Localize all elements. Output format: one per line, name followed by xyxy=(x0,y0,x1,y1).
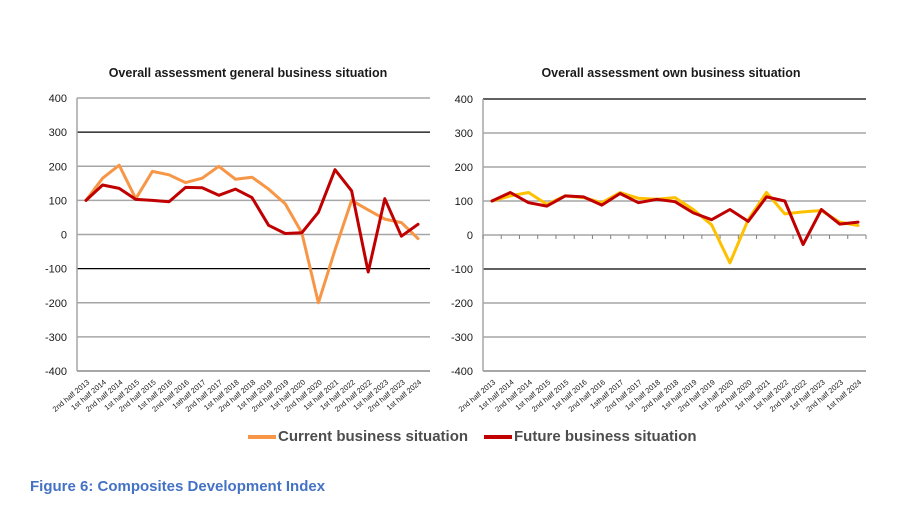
y-tick-label: 400 xyxy=(455,94,473,106)
charts-canvas: Overall assessment general business situ… xyxy=(45,66,867,414)
legend-label-current: Current business situation xyxy=(278,428,469,445)
y-tick-label: -200 xyxy=(451,298,473,310)
legend-label-future: Future business situation xyxy=(514,428,697,445)
series-line-future xyxy=(84,168,420,274)
y-tick-label: 400 xyxy=(49,93,67,105)
y-tick-label: 200 xyxy=(455,162,473,174)
y-tick-label: -400 xyxy=(45,366,67,378)
figure-caption: Figure 6: Composites Development Index xyxy=(30,478,326,495)
y-tick-label: -100 xyxy=(451,264,473,276)
y-tick-label: -300 xyxy=(45,332,67,344)
chart-2: Overall assessment own business situatio… xyxy=(451,66,867,414)
y-tick-label: 100 xyxy=(49,195,67,207)
y-tick-label: -100 xyxy=(45,264,67,276)
legend-item-future: Future business situation xyxy=(484,428,697,445)
legend-swatch-future xyxy=(484,434,512,439)
y-tick-label: -300 xyxy=(451,332,473,344)
legend-swatch-current xyxy=(248,434,276,439)
y-tick-label: 100 xyxy=(455,196,473,208)
y-tick-label: 300 xyxy=(455,128,473,140)
y-tick-label: -400 xyxy=(451,366,473,378)
y-tick-label: 200 xyxy=(49,161,67,173)
y-tick-label: 0 xyxy=(61,230,67,242)
chart-title: Overall assessment own business situatio… xyxy=(541,66,800,80)
chart-title: Overall assessment general business situ… xyxy=(109,66,388,80)
y-tick-label: 300 xyxy=(49,127,67,139)
y-tick-label: 0 xyxy=(467,230,473,242)
chart-1: Overall assessment general business situ… xyxy=(45,66,430,414)
y-tick-label: -200 xyxy=(45,298,67,310)
chart-legend: Current business situation Future busine… xyxy=(0,428,924,450)
legend-item-current: Current business situation xyxy=(248,428,468,445)
